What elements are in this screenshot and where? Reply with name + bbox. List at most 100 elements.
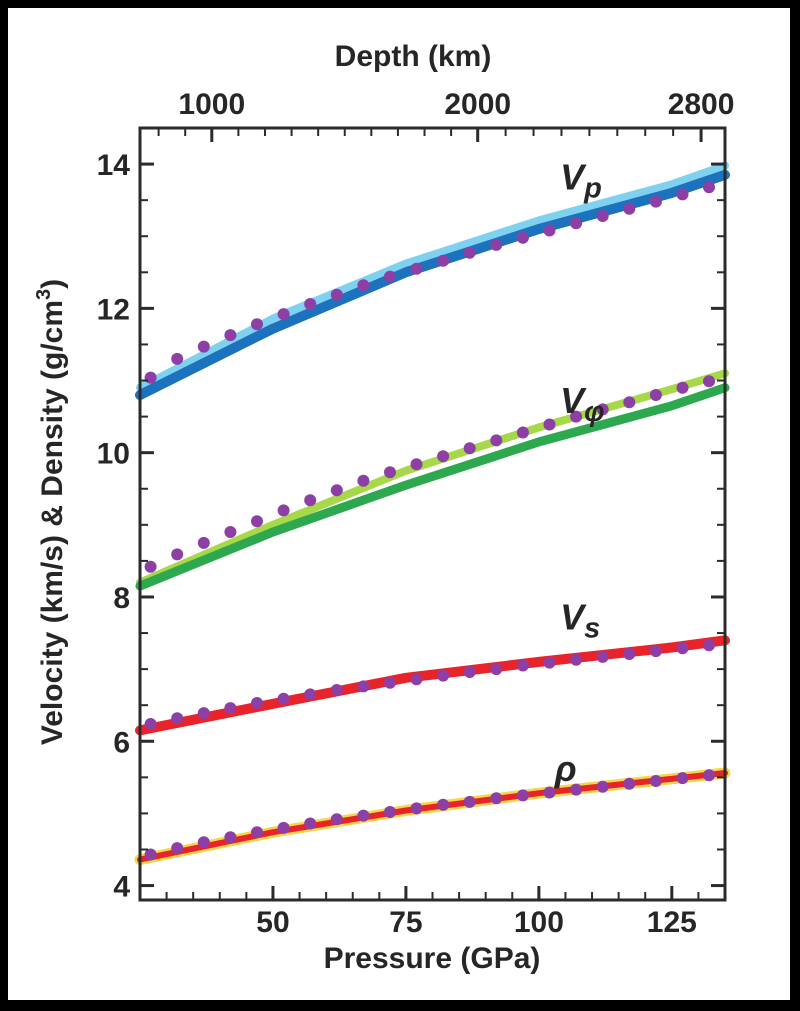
y-axis-title: Velocity (km/s) & Density (g/cm3) — [33, 279, 69, 745]
series-2-point — [304, 688, 317, 701]
series-2-point — [543, 656, 556, 669]
series-0-point — [676, 188, 689, 201]
series-1-point — [543, 418, 556, 431]
series-2-point — [649, 645, 662, 658]
series-1-point — [384, 466, 396, 479]
series-2-label: Vs — [560, 596, 600, 644]
series-3-point — [570, 783, 583, 796]
series-3-point — [623, 777, 636, 790]
series-3-point — [330, 813, 343, 826]
series-1-point — [490, 434, 503, 447]
series-1-point — [596, 403, 609, 416]
series-0-point — [144, 371, 157, 384]
series-2-point — [251, 697, 263, 709]
series-1-point — [144, 560, 157, 573]
series-0-point — [570, 217, 583, 230]
series-0-point — [596, 210, 609, 222]
series-3-line-0 — [134, 767, 731, 866]
y-tick-label: 6 — [113, 726, 130, 759]
series-0-point — [197, 340, 210, 353]
series-3-point — [410, 802, 423, 815]
series-1-point — [676, 381, 689, 394]
series-1-point — [304, 494, 317, 507]
series-3-label: ρ — [554, 748, 577, 789]
series-3-point — [224, 831, 237, 844]
series-1-label-main: V — [560, 380, 587, 421]
series-3-point — [516, 789, 529, 802]
y-tick-label: 8 — [113, 582, 130, 615]
series-3-point — [384, 806, 396, 818]
series-layer — [134, 161, 731, 866]
series-2-point — [144, 718, 157, 730]
series-3-point — [543, 786, 556, 799]
series-0-point — [224, 329, 237, 342]
y-tick-label: 12 — [97, 293, 130, 326]
top-tick-label: 2800 — [668, 88, 735, 121]
series-1-label: Vφ — [560, 380, 604, 428]
series-0-point — [543, 224, 556, 237]
top-tick-label: 1000 — [178, 88, 245, 121]
series-3-point — [144, 848, 157, 861]
series-2-point — [623, 648, 636, 660]
series-1-point — [410, 458, 423, 471]
series-0-point — [304, 298, 317, 310]
series-1-point — [251, 515, 263, 528]
series-2-point — [596, 650, 609, 663]
series-0-point — [703, 181, 715, 194]
series-2-label-main: V — [560, 596, 587, 637]
series-0-point — [251, 318, 263, 331]
series-2-point — [437, 669, 450, 682]
series-0-point — [330, 288, 343, 301]
series-0-point — [410, 262, 423, 275]
y-axis-title-main: Velocity (km/s) & Density (g/cm — [36, 300, 69, 745]
series-1-point — [516, 426, 529, 439]
y-tick-label: 10 — [97, 438, 130, 471]
series-2-label-subscript: s — [584, 612, 600, 644]
series-1-point — [224, 526, 237, 538]
series-3-point — [437, 798, 450, 811]
series-0-point — [463, 246, 476, 259]
tick-layer: 50 75 100 125 4 6 8 10 12 14 1000 2000 2800 — [97, 88, 735, 939]
top-tick-label: 2000 — [444, 88, 511, 121]
x-tick-label: 50 — [256, 906, 289, 939]
series-2-point — [384, 676, 396, 689]
series-0-point — [437, 254, 450, 267]
series-2-point — [410, 673, 423, 686]
series-2-line-0 — [135, 635, 730, 736]
series-1-label-subscript: φ — [584, 396, 604, 428]
series-3-point — [676, 772, 689, 785]
series-0-point — [516, 231, 529, 244]
series-3-point — [357, 809, 370, 822]
x-tick-label: 125 — [647, 906, 697, 939]
series-1-point — [463, 442, 476, 455]
series-0-point — [649, 195, 662, 208]
series-2-point — [570, 653, 583, 666]
series-1-point — [330, 484, 343, 497]
series-3-point — [304, 817, 317, 830]
series-3-point — [251, 826, 263, 839]
series-0-point — [277, 308, 290, 321]
series-3-label-main: ρ — [554, 748, 577, 789]
series-0-point — [490, 238, 503, 251]
series-1-point — [623, 396, 636, 409]
series-0-label-main: V — [560, 156, 587, 197]
x-tick-label: 100 — [514, 906, 564, 939]
series-1-point — [171, 548, 184, 561]
figure-panel — [8, 8, 790, 1000]
series-0-point — [384, 270, 396, 283]
series-0-point — [357, 279, 370, 292]
series-3-point — [649, 775, 662, 787]
series-2-point — [676, 642, 689, 655]
x-tick-label: 75 — [389, 906, 422, 939]
series-2-point — [171, 712, 184, 725]
x-axis-title: Pressure (GPa) — [324, 942, 541, 975]
series-1-point — [277, 504, 290, 517]
series-2-point — [224, 702, 237, 715]
series-2-point — [490, 663, 503, 676]
series-3-point — [490, 792, 503, 805]
series-3-point — [277, 821, 290, 834]
series-2-point — [277, 692, 290, 705]
series-2-point — [357, 680, 370, 693]
